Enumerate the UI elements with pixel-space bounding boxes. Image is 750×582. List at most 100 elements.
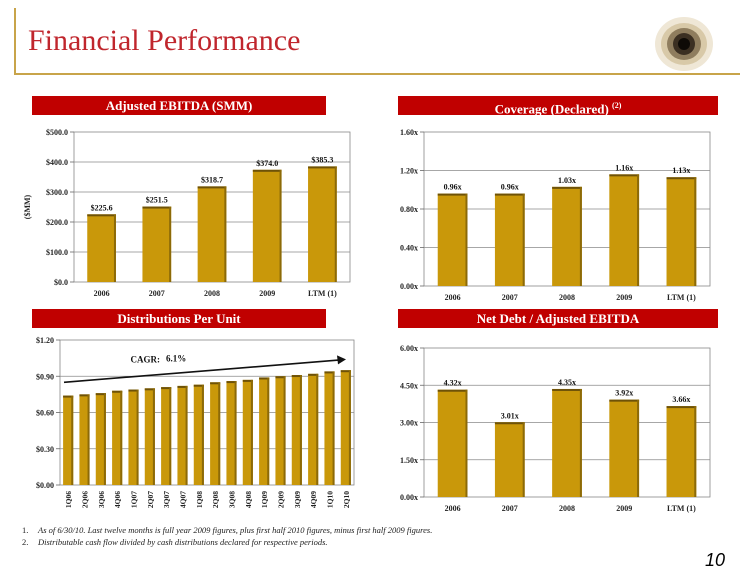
netdebt-ytick-label: 4.50x xyxy=(400,381,418,390)
distributions-cagr-value: 6.1% xyxy=(166,353,186,363)
distributions-bar-shade xyxy=(299,375,302,485)
footnote-1-text: As of 6/30/10. Last twelve months is ful… xyxy=(38,525,433,535)
page-title: Financial Performance xyxy=(28,24,301,57)
distributions-xtick-label: 3Q06 xyxy=(97,491,106,508)
distributions-ytick-label: $0.60 xyxy=(36,409,54,418)
distributions-xtick-label: 3Q07 xyxy=(162,491,171,508)
distributions-bar xyxy=(95,393,106,485)
ebitda-data-label: $385.3 xyxy=(311,155,333,164)
ebitda-data-label: $374.0 xyxy=(256,159,278,168)
ebitda-bar xyxy=(87,214,116,282)
distributions-bar-top xyxy=(210,382,221,385)
netdebt-data-label: 3.01x xyxy=(501,411,519,420)
coverage-data-label: 1.16x xyxy=(615,163,633,172)
netdebt-header: Net Debt / Adjusted EBITDA xyxy=(398,309,718,328)
distributions-bar-shade xyxy=(267,377,270,485)
distributions-xtick-label: 4Q08 xyxy=(244,491,253,508)
footnotes: 1. As of 6/30/10. Last twelve months is f… xyxy=(22,524,432,548)
distributions-ytick-label: $0.00 xyxy=(36,481,54,490)
coverage-xtick-label: LTM (1) xyxy=(667,293,696,302)
distributions-bar xyxy=(291,375,302,485)
netdebt-bar xyxy=(552,388,582,497)
coverage-bar-shade xyxy=(579,186,582,286)
distributions-xtick-label: 3Q08 xyxy=(228,491,237,508)
coverage-bar xyxy=(666,177,697,286)
netdebt-bar xyxy=(494,422,525,497)
coverage-bar-shade xyxy=(522,193,525,286)
coverage-ytick-label: 0.80x xyxy=(400,205,418,214)
distributions-bar xyxy=(308,373,319,485)
coverage-bar-top xyxy=(666,177,697,180)
ebitda-bar-shade xyxy=(334,166,337,282)
ebitda-data-label: $251.5 xyxy=(146,196,168,205)
netdebt-ytick-label: 0.00x xyxy=(400,493,418,502)
coverage-chart: 0.00x 0.40x 0.80x 1.20x 1.60x 0.96x 2006 0.96x 2… xyxy=(400,128,711,302)
distributions-xtick-label: 1Q06 xyxy=(64,491,73,508)
ebitda-chart: $0.0 $100.0 $200.0 $300.0 $400.0 $500.0 ($MM) $… xyxy=(23,128,351,298)
netdebt-bar-top xyxy=(494,422,525,425)
netdebt-ytick-label: 6.00x xyxy=(400,344,418,353)
distributions-trend-arrowhead xyxy=(337,355,346,365)
coverage-bar xyxy=(609,174,640,286)
coverage-data-label: 0.96x xyxy=(501,183,519,192)
ebitda-bar-top xyxy=(142,206,172,209)
footnote-2: 2. Distributable cash flow divided by cas… xyxy=(22,536,432,548)
netdebt-data-label: 4.35x xyxy=(558,378,576,387)
coverage-xtick-label: 2007 xyxy=(502,293,518,302)
ebitda-bar-top xyxy=(197,186,227,189)
netdebt-bar-top xyxy=(437,389,468,392)
netdebt-bar-shade xyxy=(694,406,697,497)
coverage-ytick-label: 1.60x xyxy=(400,128,418,137)
distributions-bar-top xyxy=(308,373,319,376)
distributions-xtick-label: 2Q09 xyxy=(277,491,286,508)
coverage-ytick-label: 1.20x xyxy=(400,167,418,176)
netdebt-data-label: 4.32x xyxy=(444,379,462,388)
footnote-1-number: 1. xyxy=(22,525,29,535)
distributions-bar xyxy=(193,384,204,485)
ebitda-xtick-label: 2007 xyxy=(149,289,165,298)
distributions-bar-shade xyxy=(120,390,123,485)
distributions-ytick-label: $1.20 xyxy=(36,336,54,345)
distributions-bar-shade xyxy=(250,379,253,485)
coverage-header: Coverage (Declared) (2) xyxy=(398,96,718,117)
distributions-bar-top xyxy=(275,376,286,379)
coverage-header-text: Coverage (Declared) xyxy=(494,101,609,117)
ebitda-bar xyxy=(308,166,337,282)
coverage-xtick-label: 2008 xyxy=(559,293,575,302)
ebitda-ylabel: ($MM) xyxy=(23,194,32,219)
distributions-cagr-label: CAGR: xyxy=(130,354,160,364)
coverage-data-label: 0.96x xyxy=(444,183,462,192)
coverage-xtick-label: 2006 xyxy=(445,293,461,302)
coverage-ytick-label: 0.40x xyxy=(400,244,418,253)
distributions-bar-top xyxy=(177,385,188,388)
coverage-bar-shade xyxy=(465,193,468,286)
netdebt-data-label: 3.92x xyxy=(615,389,633,398)
distributions-bar-top xyxy=(324,371,335,374)
netdebt-bar-shade xyxy=(637,399,640,497)
netdebt-xtick-label: 2009 xyxy=(616,504,632,513)
distributions-bar xyxy=(79,394,90,485)
distributions-xtick-label: 1Q07 xyxy=(130,491,139,508)
distributions-ytick-label: $0.90 xyxy=(36,372,54,381)
distributions-header: Distributions Per Unit xyxy=(32,309,326,328)
footnote-2-text: Distributable cash flow divided by cash … xyxy=(38,537,328,547)
netdebt-xtick-label: 2006 xyxy=(445,504,461,513)
ebitda-ytick-label: $300.0 xyxy=(46,188,68,197)
footnote-1: 1. As of 6/30/10. Last twelve months is f… xyxy=(22,524,432,536)
ebitda-data-label: $225.6 xyxy=(91,203,113,212)
distributions-chart: $0.00 $0.30 $0.60 $0.90 $1.20 1Q06 2Q06 3Q06 4Q0… xyxy=(36,336,355,508)
netdebt-bar xyxy=(437,389,468,497)
coverage-data-label: 1.13x xyxy=(672,166,690,175)
concentric-logo-icon xyxy=(655,17,713,71)
ebitda-bar-shade xyxy=(169,206,172,282)
distributions-bar-shade xyxy=(87,394,90,485)
ebitda-data-label: $318.7 xyxy=(201,175,223,184)
distributions-bar-top xyxy=(340,370,351,373)
ebitda-xtick-label: 2008 xyxy=(204,289,220,298)
distributions-bar-top xyxy=(144,388,155,391)
distributions-xtick-label: 2Q10 xyxy=(342,491,351,508)
distributions-xtick-label: 1Q09 xyxy=(260,491,269,508)
title-horizontal-rule xyxy=(14,73,740,75)
netdebt-xtick-label: LTM (1) xyxy=(667,504,696,513)
